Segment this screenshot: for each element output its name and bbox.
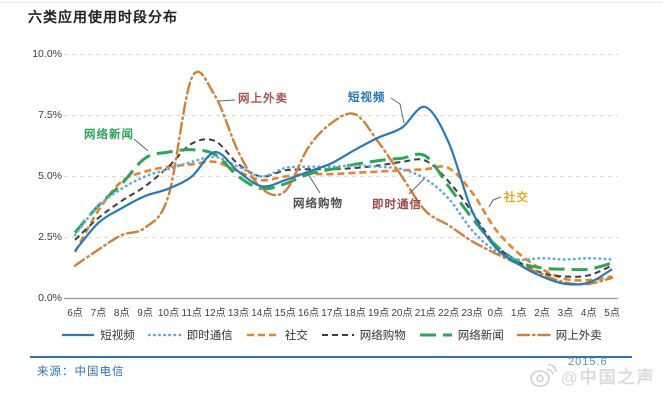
annotation-instant-messaging: 即时通信 <box>372 199 422 211</box>
x-tick-label: 5点 <box>604 308 620 319</box>
legend-label-online-news: 网络新闻 <box>457 330 504 342</box>
x-tick-label: 20点 <box>391 308 413 319</box>
annotation-connector <box>408 178 425 195</box>
legend-item-instant-messaging: 即时通信 <box>147 327 233 343</box>
legend-item-food-delivery: 网上外卖 <box>516 327 602 343</box>
legend-swatch-food-delivery <box>516 333 551 337</box>
legend-item-online-shopping: 网络购物 <box>321 327 406 343</box>
source-label: 来源：中国电信 <box>37 366 125 378</box>
legend-label-short-video: 短视频 <box>100 330 135 342</box>
series-line-online-shopping <box>74 138 613 278</box>
x-tick-label: 8点 <box>113 308 130 319</box>
x-tick-label: 4点 <box>580 308 597 319</box>
annotation-food-delivery: 网上外卖 <box>238 93 288 105</box>
series-line-social <box>73 160 613 282</box>
x-tick-label: 23点 <box>461 308 483 319</box>
x-tick-label: 6点 <box>67 308 83 319</box>
legend-item-social: 社交 <box>246 327 308 343</box>
x-tick-label: 17点 <box>321 308 343 319</box>
annotation-online-shopping: 网络购物 <box>293 198 343 210</box>
y-tick-label: 5.0% <box>38 169 62 182</box>
legend-swatch-social <box>246 333 279 337</box>
annotation-connector <box>133 138 149 152</box>
footer-divider-line <box>30 356 632 358</box>
weibo-icon <box>530 363 557 387</box>
x-tick-label: 22点 <box>438 308 460 319</box>
legend-label-online-shopping: 网络购物 <box>359 330 406 342</box>
annotation-connector <box>390 97 405 124</box>
annotation-online-news: 网络新闻 <box>84 129 134 141</box>
legend-item-online-news: 网络新闻 <box>419 327 504 343</box>
x-tick-label: 15点 <box>274 308 296 319</box>
series-line-online-news <box>73 148 613 272</box>
legend: 短视频 即时通信 社交 网络购物 网络新闻 网上外卖 <box>0 327 663 343</box>
x-tick-label: 3点 <box>557 308 574 319</box>
x-tick-label: 7点 <box>90 308 107 319</box>
annotation-connector <box>307 173 321 194</box>
chart-title: 六类应用使用时段分布 <box>28 9 178 25</box>
y-tick-label: 10.0% <box>32 47 62 60</box>
annotation-social: 社交 <box>504 192 529 204</box>
x-tick-label: 13点 <box>227 308 249 319</box>
x-tick-label: 11点 <box>181 308 202 319</box>
x-tick-label: 14点 <box>251 308 273 319</box>
series-line-short-video <box>74 105 613 286</box>
annotation-short-video: 短视频 <box>348 92 386 104</box>
legend-swatch-online-news <box>419 333 452 337</box>
annotation-connector <box>488 196 502 208</box>
x-tick-label: 18点 <box>344 308 366 319</box>
annotation-connector <box>218 99 236 102</box>
x-tick-label: 19点 <box>367 308 390 319</box>
y-tick-label: 0.0% <box>38 291 62 304</box>
x-tick-label: 21点 <box>414 308 436 319</box>
y-tick-label: 2.5% <box>38 230 62 243</box>
x-tick-label: 16点 <box>297 308 320 319</box>
legend-swatch-instant-messaging <box>147 333 182 337</box>
watermark-handle: @中国之声 <box>561 367 656 387</box>
x-tick-label: 10点 <box>157 308 179 319</box>
legend-item-short-video: 短视频 <box>61 327 135 343</box>
legend-swatch-online-shopping <box>321 334 354 336</box>
legend-label-social: 社交 <box>284 330 308 342</box>
x-tick-label: 12点 <box>204 308 226 319</box>
watermark: @中国之声 <box>528 361 656 389</box>
x-tick-label: 1点 <box>510 308 527 319</box>
series-line-instant-messaging <box>73 155 614 262</box>
legend-label-food-delivery: 网上外卖 <box>555 330 602 342</box>
legend-swatch-short-video <box>62 333 95 337</box>
top-border-line <box>0 2 663 3</box>
legend-label-instant-messaging: 即时通信 <box>186 330 233 342</box>
x-tick-label: 9点 <box>137 308 153 319</box>
x-tick-label: 0点 <box>487 308 504 319</box>
y-tick-label: 7.5% <box>38 108 62 121</box>
watermark-date-overlay: 2015.6 <box>568 356 608 368</box>
x-tick-label: 2点 <box>534 308 550 319</box>
